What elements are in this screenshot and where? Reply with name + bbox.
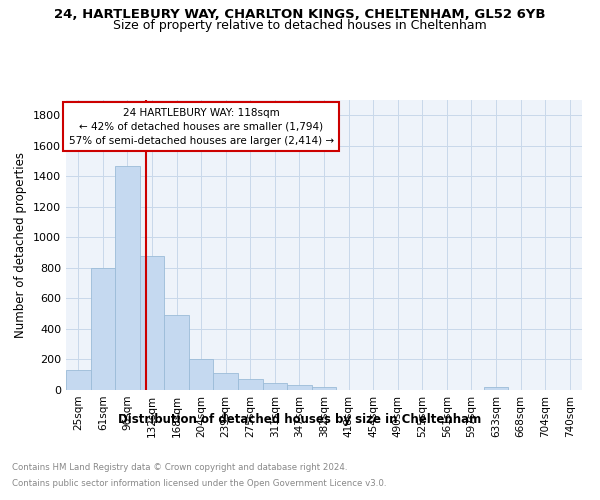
Bar	[287, 385, 312, 390]
Text: Size of property relative to detached houses in Cheltenham: Size of property relative to detached ho…	[113, 19, 487, 32]
Bar	[115, 166, 140, 390]
Text: Contains HM Land Registry data © Crown copyright and database right 2024.: Contains HM Land Registry data © Crown c…	[12, 464, 347, 472]
Bar	[189, 358, 214, 390]
Bar	[140, 256, 164, 390]
Bar	[164, 315, 189, 390]
Bar	[312, 386, 336, 390]
Y-axis label: Number of detached properties: Number of detached properties	[14, 152, 28, 338]
Bar	[214, 373, 238, 390]
Text: Distribution of detached houses by size in Cheltenham: Distribution of detached houses by size …	[118, 412, 482, 426]
Bar	[484, 388, 508, 390]
Bar	[238, 380, 263, 390]
Text: Contains public sector information licensed under the Open Government Licence v3: Contains public sector information licen…	[12, 478, 386, 488]
Text: 24 HARTLEBURY WAY: 118sqm
← 42% of detached houses are smaller (1,794)
57% of se: 24 HARTLEBURY WAY: 118sqm ← 42% of detac…	[68, 108, 334, 146]
Text: 24, HARTLEBURY WAY, CHARLTON KINGS, CHELTENHAM, GL52 6YB: 24, HARTLEBURY WAY, CHARLTON KINGS, CHEL…	[54, 8, 546, 20]
Bar	[91, 268, 115, 390]
Bar	[263, 382, 287, 390]
Bar	[66, 370, 91, 390]
